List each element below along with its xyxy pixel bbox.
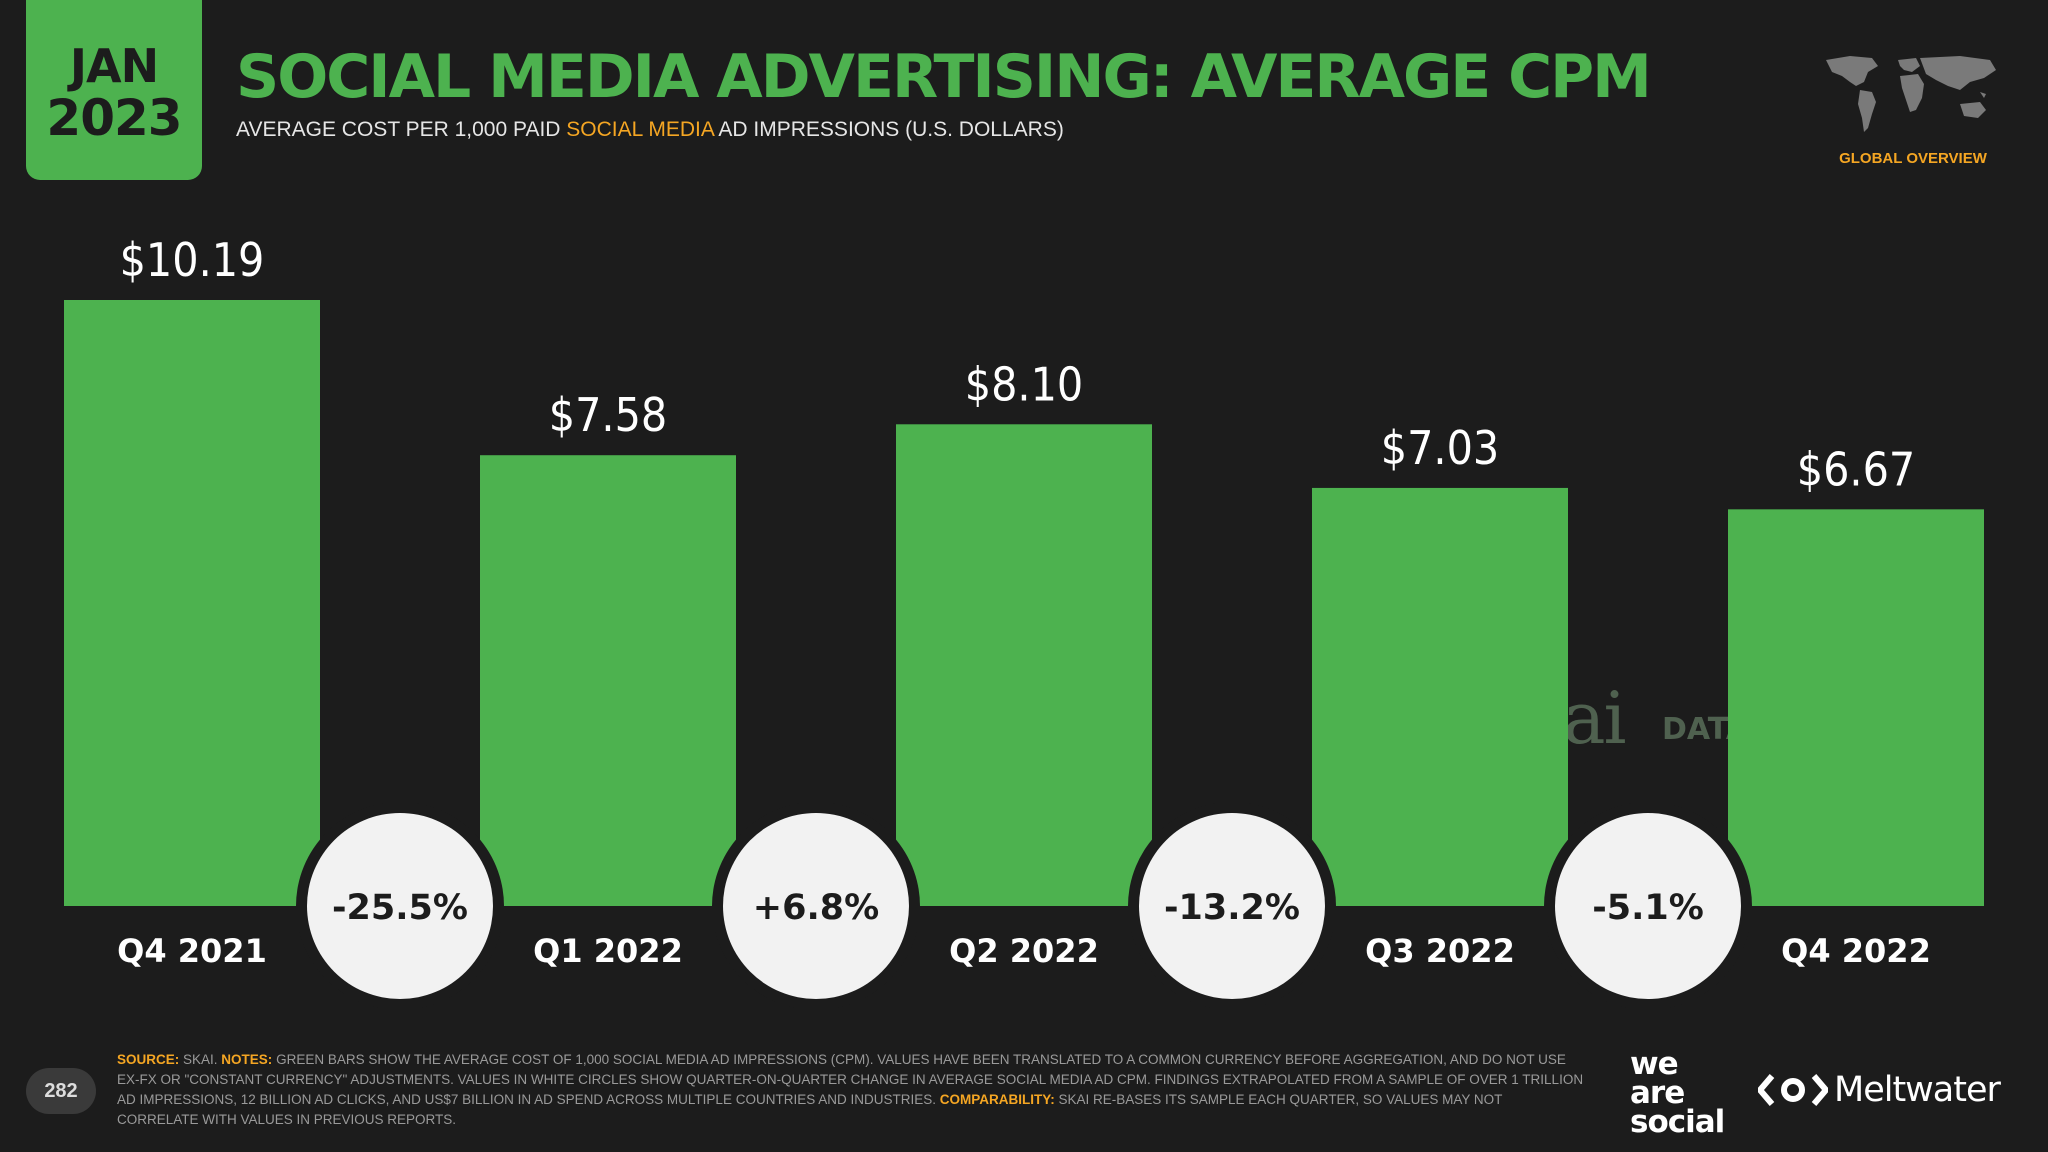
category-label: Q4 2022 — [1781, 932, 1931, 970]
subtitle-highlight: SOCIAL MEDIA — [566, 118, 714, 141]
value-label: $8.10 — [965, 357, 1083, 411]
meltwater-wordmark: Meltwater — [1834, 1070, 2001, 1110]
value-label: $7.03 — [1381, 421, 1499, 475]
category-label: Q4 2021 — [117, 932, 267, 970]
bar — [1728, 509, 1984, 906]
change-circle — [307, 813, 493, 999]
bar — [896, 424, 1152, 906]
bar — [480, 455, 736, 906]
bar — [1312, 487, 1568, 906]
bar-chart: $10.19 Q4 2021 $7.58 Q1 2022 $8.10 Q2 2022 $7.… — [64, 233, 1984, 999]
meltwater-logo: Meltwater — [1758, 1070, 2001, 1110]
meltwater-icon — [1758, 1074, 1828, 1106]
category-label: Q1 2022 — [533, 932, 683, 970]
notes-text: GREEN BARS SHOW THE AVERAGE COST OF 1,00… — [117, 1052, 1584, 1107]
bar — [64, 300, 320, 906]
change-circle — [1139, 813, 1325, 999]
value-label: $10.19 — [120, 233, 265, 287]
world-map-icon — [1826, 56, 1996, 132]
page-number: 282 — [26, 1068, 96, 1114]
value-label: $6.67 — [1797, 442, 1915, 496]
page-title: SOCIAL MEDIA ADVERTISING: AVERAGE CPM — [236, 42, 1652, 112]
subtitle-text: AVERAGE COST PER 1,000 PAID — [236, 118, 567, 141]
logo-line: we — [1630, 1046, 1679, 1082]
footer-notes: SOURCE: SKAI. NOTES: GREEN BARS SHOW THE… — [117, 1050, 1587, 1130]
change-label: -5.1% — [1592, 888, 1704, 928]
change-circle — [723, 813, 909, 999]
logo-line: social — [1630, 1104, 1725, 1140]
change-label: +6.8% — [753, 888, 879, 928]
change-label: -25.5% — [332, 888, 468, 928]
section-label: GLOBAL OVERVIEW — [1839, 150, 1987, 167]
comparability-text: SKAI RE-BASES ITS SAMPLE EACH QUARTER, S… — [117, 1092, 1503, 1127]
source-label: SOURCE: — [117, 1052, 180, 1067]
change-label: -13.2% — [1164, 888, 1300, 928]
date-month: JAN — [69, 39, 159, 93]
page-subtitle: AVERAGE COST PER 1,000 PAID SOCIAL MEDIA… — [236, 118, 1064, 142]
logo-line: are — [1630, 1075, 1685, 1111]
category-label: Q3 2022 — [1365, 932, 1515, 970]
date-badge: JAN 2023 — [26, 0, 202, 180]
notes-label: NOTES: — [221, 1052, 273, 1067]
source-text: SKAI. — [179, 1052, 222, 1067]
we-are-social-logo: we are social — [1630, 1046, 1725, 1140]
value-label: $7.58 — [549, 388, 667, 442]
category-label: Q2 2022 — [949, 932, 1099, 970]
comparability-label: COMPARABILITY: — [939, 1092, 1055, 1107]
subtitle-text-end: AD IMPRESSIONS (U.S. DOLLARS) — [713, 118, 1064, 141]
change-circle — [1555, 813, 1741, 999]
date-year: 2023 — [46, 89, 182, 147]
